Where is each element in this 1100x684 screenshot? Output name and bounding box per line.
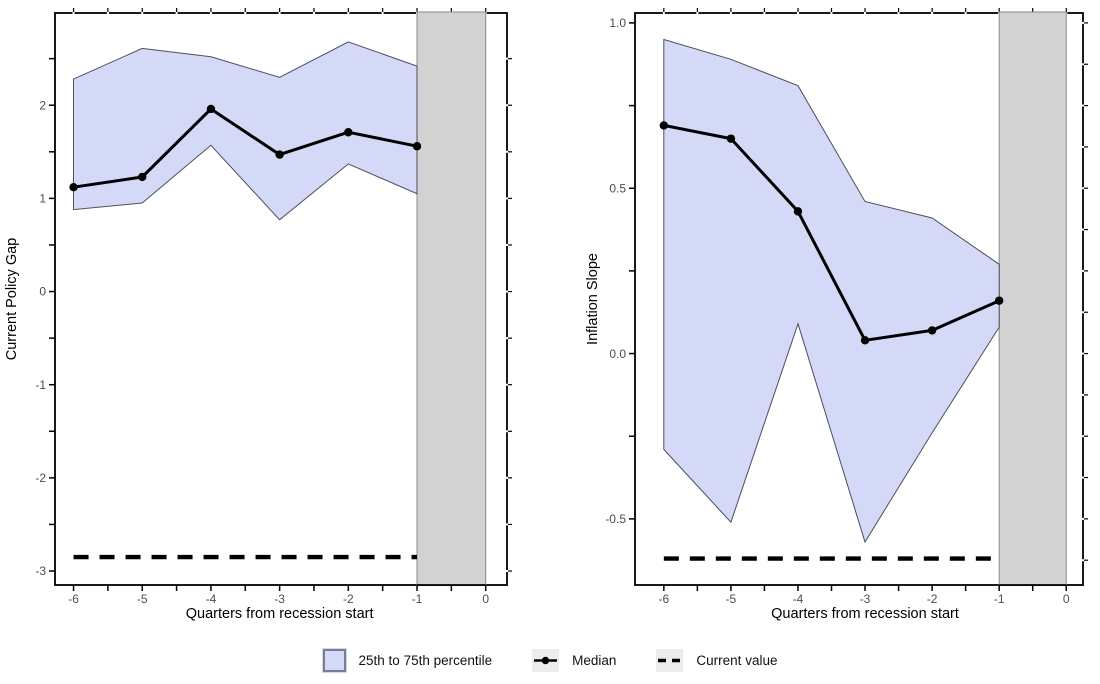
x-axis-title: Quarters from recession start [186,606,374,622]
legend-label-percentile: 25th to 75th percentile [358,652,493,668]
svg-text:1: 1 [39,192,46,206]
recession-band [998,11,1067,586]
median-point [726,134,736,143]
svg-text:-2: -2 [35,471,46,485]
svg-text:-4: -4 [793,592,804,606]
svg-text:0: 0 [39,285,46,299]
svg-text:-0.5: -0.5 [605,512,626,526]
svg-text:-3: -3 [860,592,871,606]
svg-text:-6: -6 [68,592,79,606]
median-line [73,107,418,189]
legend: 25th to 75th percentile Median Current v… [0,642,1100,678]
median-point [275,150,284,159]
y-axis-title: Inflation Slope [585,253,601,345]
y-axis-title: Current Policy Gap [4,238,20,361]
axis-ticks [629,8,1088,591]
svg-text:-5: -5 [726,592,737,606]
median-point [994,296,1004,305]
svg-text:0: 0 [482,592,489,606]
ribbon-swatch-icon [322,648,346,672]
median-key-icon [532,648,560,672]
median-point [69,183,78,192]
svg-text:1.0: 1.0 [609,16,626,30]
svg-text:-4: -4 [206,592,217,606]
percentile-ribbon [663,38,1000,544]
svg-text:-1: -1 [35,378,46,392]
median-point [138,172,147,182]
x-tick-labels: -6 -5 -4 -3 -2 -1 0 [659,592,1070,606]
x-tick-labels: -6 -5 -4 -3 -2 -1 0 [68,592,489,606]
svg-text:0: 0 [1063,592,1070,606]
legend-item-current-value: Current value [656,648,778,672]
svg-text:-3: -3 [35,564,46,578]
median-line [663,123,1000,342]
median-point [927,326,937,335]
svg-text:-2: -2 [343,592,354,606]
panel-border [634,12,1084,586]
median-point [344,128,353,137]
legend-item-median: Median [532,648,617,672]
svg-text:2: 2 [39,98,46,112]
svg-text:-1: -1 [994,592,1005,606]
svg-text:0.5: 0.5 [609,181,626,195]
svg-text:-3: -3 [274,592,285,606]
legend-label-median: Median [572,652,617,668]
legend-item-percentile: 25th to 75th percentile [322,648,493,672]
y-tick-labels: 1.0 0.5 0.0 -0.5 [605,16,626,526]
median-point [206,104,216,114]
median-point [659,121,669,130]
svg-text:0.0: 0.0 [609,347,626,361]
axis-ticks [49,8,512,591]
panel-border [54,12,508,586]
median-point [860,336,870,345]
inflation-slope-panel: -6 -5 -4 -3 -2 -1 0 1.0 0.5 0.0 -0.5 Quarters from … [585,8,1088,622]
svg-text:-1: -1 [412,592,423,606]
recession-band [416,11,487,586]
svg-text:-5: -5 [137,592,148,606]
median-point [793,207,803,216]
svg-text:-2: -2 [927,592,938,606]
svg-text:-6: -6 [659,592,670,606]
current-value-key-icon [656,648,684,672]
median-point [412,142,422,151]
y-tick-labels: 2 1 0 -1 -2 -3 [35,98,46,578]
legend-label-current-value: Current value [696,652,778,668]
x-axis-title: Quarters from recession start [771,606,959,622]
